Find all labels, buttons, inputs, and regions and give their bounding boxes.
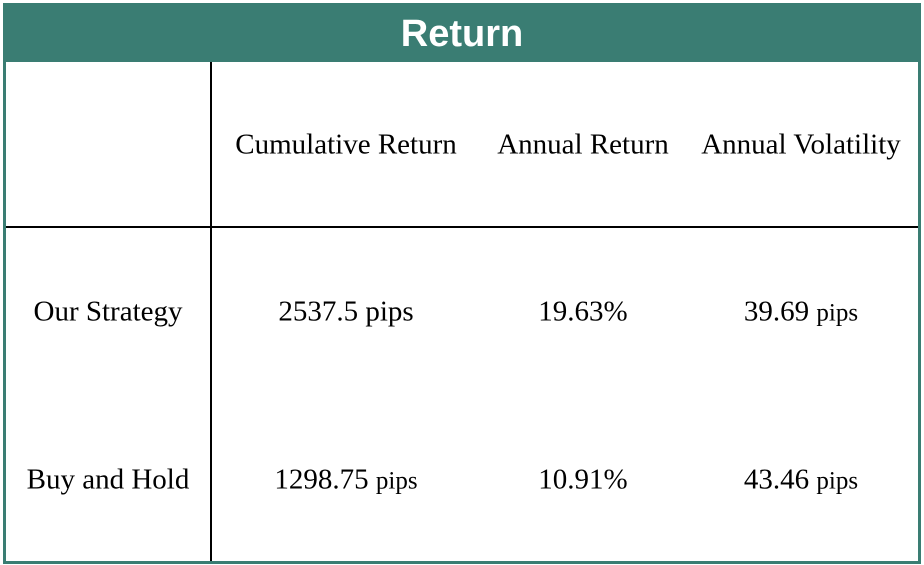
cell-our-strategy-cumulative: 2537.5 pips — [278, 296, 413, 329]
cell-buy-and-hold-cumulative: 1298.75 pips — [274, 464, 417, 497]
cell-our-strategy-annual-return: 19.63% — [538, 295, 628, 328]
unit: pips — [816, 299, 859, 327]
value: 2537.5 pips — [278, 295, 414, 328]
return-table: Return Cumulative Return Annual Return A… — [3, 3, 921, 564]
row-label-buy-and-hold: Buy and Hold — [26, 463, 190, 496]
value: 39.69 — [743, 295, 810, 328]
unit: pips — [816, 467, 859, 495]
header-divider — [6, 226, 918, 228]
header-annual-volatility: Annual Volatility — [701, 128, 901, 161]
cell-buy-and-hold-annual-return: 10.91% — [538, 463, 628, 496]
unit: pips — [375, 467, 418, 495]
header-annual-return: Annual Return — [497, 128, 669, 161]
table-title: Return — [6, 6, 918, 62]
header-cumulative-return: Cumulative Return — [235, 128, 457, 161]
value: 1298.75 — [274, 463, 369, 496]
row-label-our-strategy: Our Strategy — [33, 295, 183, 328]
column-divider — [210, 62, 212, 561]
value: 43.46 — [743, 463, 810, 496]
cell-buy-and-hold-volatility: 43.46 pips — [744, 464, 858, 497]
cell-our-strategy-volatility: 39.69 pips — [744, 296, 858, 329]
